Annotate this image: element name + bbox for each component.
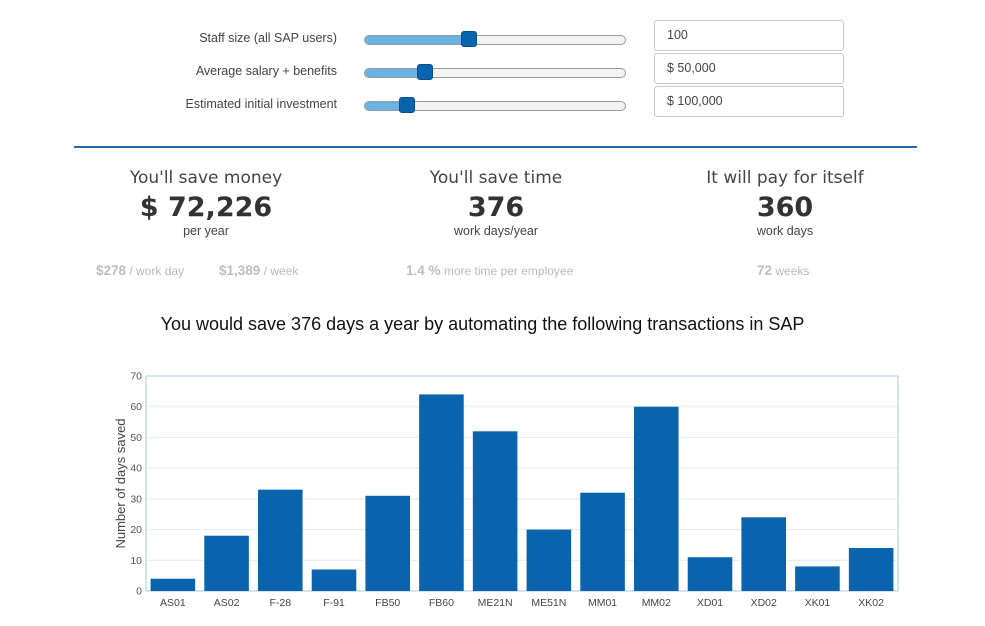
- time-value: 376: [467, 192, 525, 223]
- savings-bar-chart: 0 10 20 30 40 50 60 70 AS01 AS02 F-28 F-91 FB50 FB60 M…: [113, 371, 899, 609]
- plot-area-border: [145, 375, 899, 592]
- investment-slider-handle[interactable]: [398, 97, 415, 113]
- money-stat: You'll save money $ 72,226 per year: [76, 168, 336, 238]
- x-tick-label: ME51N: [531, 597, 566, 609]
- y-axis-label: Number of days saved: [113, 418, 128, 548]
- y-tick-label: 70: [130, 371, 142, 383]
- bar-me51n: [526, 529, 572, 591]
- bar-as01: [150, 578, 196, 591]
- bar-mm02: [633, 406, 679, 591]
- salary-row: Average salary + benefits $ 50,000: [0, 53, 985, 98]
- x-tick-label: F-91: [323, 597, 345, 609]
- bar-fb50: [365, 495, 411, 591]
- money-per-week-unit: / week: [263, 264, 299, 278]
- y-tick-label: 50: [130, 432, 142, 444]
- bar-f-28: [257, 489, 303, 591]
- staff-size-slider[interactable]: [364, 31, 626, 47]
- investment-slider[interactable]: [364, 97, 626, 113]
- payback-stat: It will pay for itself 360 work days: [655, 168, 915, 238]
- x-tick-label: MM02: [642, 597, 671, 609]
- bar-me21n: [472, 431, 518, 591]
- staff-size-slider-handle[interactable]: [461, 31, 477, 47]
- bar-as02: [204, 535, 249, 591]
- x-tick-label: FB60: [429, 597, 454, 609]
- x-tick-label: AS01: [160, 597, 186, 609]
- investment-slider-fill: [365, 102, 407, 110]
- bar-xd02: [741, 517, 787, 591]
- salary-input[interactable]: $ 50,000: [654, 53, 844, 84]
- bar-xk01: [795, 566, 840, 591]
- payback-weeks-unit: weeks: [775, 264, 810, 278]
- y-tick-label: 0: [136, 586, 142, 598]
- bar-f-91: [311, 569, 357, 591]
- money-per-day: $278 / work day: [96, 263, 184, 278]
- salary-slider[interactable]: [364, 64, 626, 80]
- money-per-week: $1,389 / week: [219, 263, 298, 278]
- payback-value: 360: [756, 192, 814, 223]
- y-tick-label: 60: [130, 401, 142, 413]
- time-stat: You'll save time 376 work days/year: [366, 168, 626, 238]
- savings-headline: You would save 376 days a year by automa…: [160, 314, 805, 334]
- y-tick-label: 20: [130, 524, 142, 536]
- x-tick-label: FB50: [375, 597, 400, 609]
- x-tick-label: ME21N: [478, 597, 513, 609]
- payback-heading: It will pay for itself: [706, 168, 864, 188]
- salary-label: Average salary + benefits: [195, 64, 337, 78]
- time-percent: 1.4 % more time per employee: [406, 263, 573, 278]
- staff-size-slider-fill: [365, 36, 469, 44]
- bar-xd01: [687, 557, 733, 591]
- investment-row: Estimated initial investment $ 100,000: [0, 86, 985, 131]
- investment-label: Estimated initial investment: [185, 97, 337, 111]
- bar-mm01: [580, 492, 625, 591]
- y-tick-label: 10: [130, 555, 142, 567]
- staff-size-row: Staff size (all SAP users) 100: [0, 20, 985, 65]
- y-tick-label: 40: [130, 463, 142, 475]
- time-unit: work days/year: [453, 224, 539, 238]
- investment-input[interactable]: $ 100,000: [654, 86, 844, 117]
- payback-unit: work days: [756, 224, 814, 238]
- salary-slider-fill: [365, 69, 425, 77]
- payback-weeks-value: 72: [757, 263, 773, 278]
- x-tick-label: XD01: [697, 597, 723, 609]
- money-per-day-value: $278: [96, 263, 127, 278]
- money-per-day-unit: / work day: [129, 264, 185, 278]
- section-divider: [74, 146, 917, 148]
- money-value: $ 72,226: [139, 192, 273, 223]
- bar-xk02: [848, 548, 894, 591]
- money-unit: per year: [183, 224, 229, 238]
- time-percent-value: 1.4 %: [406, 263, 441, 278]
- x-tick-label: XD02: [751, 597, 777, 609]
- staff-size-label: Staff size (all SAP users): [199, 31, 337, 45]
- time-heading: You'll save time: [429, 168, 563, 188]
- bar-fb60: [419, 394, 464, 591]
- money-heading: You'll save money: [129, 168, 283, 188]
- x-tick-label: MM01: [588, 597, 617, 609]
- y-tick-label: 30: [130, 493, 142, 505]
- money-per-week-value: $1,389: [219, 263, 261, 278]
- x-tick-label: AS02: [214, 597, 240, 609]
- time-percent-unit: more time per employee: [443, 264, 574, 278]
- salary-slider-handle[interactable]: [416, 64, 433, 80]
- x-tick-label: XK01: [805, 597, 831, 609]
- x-tick-label: XK02: [858, 597, 884, 609]
- x-tick-label: F-28: [269, 597, 291, 609]
- staff-size-input[interactable]: 100: [654, 20, 844, 51]
- payback-weeks: 72 weeks: [757, 263, 809, 278]
